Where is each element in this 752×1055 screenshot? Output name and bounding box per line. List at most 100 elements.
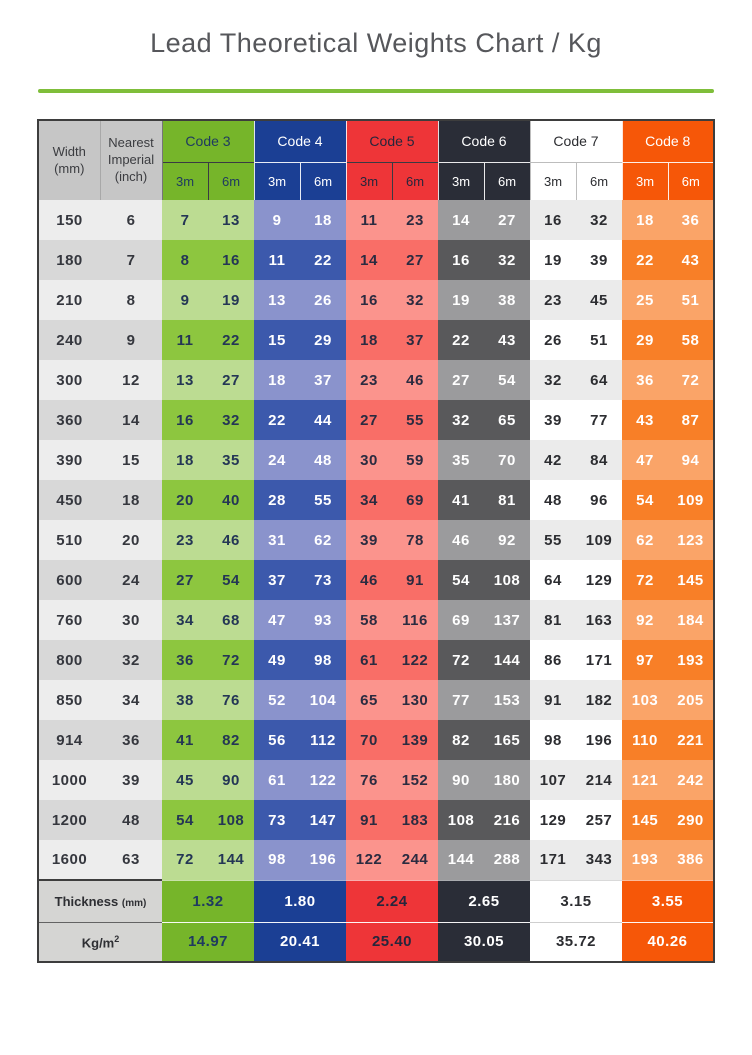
weight-cell: 65 xyxy=(346,680,392,720)
weight-cell: 81 xyxy=(530,600,576,640)
weight-cell: 51 xyxy=(668,280,714,320)
weight-cell: 7 xyxy=(162,200,208,240)
accent-rule xyxy=(38,89,714,93)
weight-cell: 91 xyxy=(392,560,438,600)
imperial-cell: 20 xyxy=(100,520,162,560)
weight-cell: 72 xyxy=(208,640,254,680)
kg-per-m2-sup: 2 xyxy=(114,933,120,944)
weight-cell: 42 xyxy=(530,440,576,480)
weight-cell: 18 xyxy=(346,320,392,360)
code-4-6m-header: 6m xyxy=(299,161,346,200)
table-row: 800 32 36 72 49 98 61 122 72 144 86 171 97 193 xyxy=(38,640,714,680)
weight-cell: 96 xyxy=(576,480,622,520)
weight-cell: 91 xyxy=(346,800,392,840)
width-cell: 150 xyxy=(38,200,100,240)
weight-cell: 24 xyxy=(254,440,300,480)
table-row: 1600 63 72 144 98 196 122 244 144 288 171 343 193 386 xyxy=(38,840,714,880)
weight-cell: 16 xyxy=(438,240,484,280)
code-7-header: Code 7 xyxy=(529,120,622,162)
code-5-6m-header: 6m xyxy=(391,161,438,200)
weight-cell: 54 xyxy=(162,800,208,840)
weight-cell: 14 xyxy=(438,200,484,240)
width-cell: 914 xyxy=(38,720,100,760)
weight-cell: 116 xyxy=(392,600,438,640)
weight-cell: 72 xyxy=(438,640,484,680)
weight-cell: 29 xyxy=(300,320,346,360)
kg-per-m2-label: Kg/m xyxy=(81,934,115,950)
table-row: 360 14 16 32 22 44 27 55 32 65 39 77 43 87 xyxy=(38,400,714,440)
weight-cell: 90 xyxy=(208,760,254,800)
weight-cell: 122 xyxy=(346,840,392,880)
weight-cell: 73 xyxy=(254,800,300,840)
table-row: 914 36 41 82 56 112 70 139 82 165 98 196 110 221 xyxy=(38,720,714,760)
width-cell: 240 xyxy=(38,320,100,360)
weight-cell: 18 xyxy=(254,360,300,400)
weight-cell: 129 xyxy=(576,560,622,600)
weight-cell: 27 xyxy=(346,400,392,440)
weight-cell: 27 xyxy=(438,360,484,400)
weight-cell: 73 xyxy=(300,560,346,600)
weight-cell: 16 xyxy=(208,240,254,280)
weight-cell: 183 xyxy=(392,800,438,840)
weight-cell: 26 xyxy=(300,280,346,320)
weight-cell: 55 xyxy=(300,480,346,520)
weight-cell: 65 xyxy=(484,400,530,440)
weight-cell: 78 xyxy=(392,520,438,560)
weight-cell: 58 xyxy=(668,320,714,360)
weight-cell: 46 xyxy=(392,360,438,400)
weight-cell: 36 xyxy=(668,200,714,240)
imperial-cell: 36 xyxy=(100,720,162,760)
width-cell: 1200 xyxy=(38,800,100,840)
weight-cell: 54 xyxy=(438,560,484,600)
thickness-value-code4: 1.80 xyxy=(254,879,346,922)
imperial-cell: 6 xyxy=(100,200,162,240)
weight-cell: 27 xyxy=(162,560,208,600)
weight-cell: 130 xyxy=(392,680,438,720)
weight-cell: 109 xyxy=(576,520,622,560)
weight-cell: 22 xyxy=(438,320,484,360)
weight-cell: 55 xyxy=(530,520,576,560)
weight-cell: 46 xyxy=(438,520,484,560)
weight-cell: 18 xyxy=(162,440,208,480)
code-8-header: Code 8 xyxy=(621,120,714,162)
weight-cell: 145 xyxy=(668,560,714,600)
weight-cell: 110 xyxy=(622,720,668,760)
table-row: 210 8 9 19 13 26 16 32 19 38 23 45 25 51 xyxy=(38,280,714,320)
kg-value-code3: 14.97 xyxy=(162,921,254,962)
weight-cell: 52 xyxy=(254,680,300,720)
weight-cell: 91 xyxy=(530,680,576,720)
weight-cell: 163 xyxy=(576,600,622,640)
thickness-value-code7: 3.15 xyxy=(530,879,622,922)
weight-cell: 196 xyxy=(576,720,622,760)
weight-cell: 216 xyxy=(484,800,530,840)
weight-cell: 8 xyxy=(162,240,208,280)
weight-cell: 61 xyxy=(346,640,392,680)
weight-cell: 35 xyxy=(438,440,484,480)
weight-cell: 193 xyxy=(622,840,668,880)
weight-cell: 64 xyxy=(530,560,576,600)
imperial-cell: 32 xyxy=(100,640,162,680)
weight-cell: 97 xyxy=(622,640,668,680)
imperial-header-line2: Imperial xyxy=(107,152,155,168)
weight-cell: 39 xyxy=(576,240,622,280)
weight-cell: 19 xyxy=(208,280,254,320)
weight-cell: 104 xyxy=(300,680,346,720)
code-8-6m-header: 6m xyxy=(667,161,714,200)
weight-cell: 121 xyxy=(622,760,668,800)
weight-cell: 32 xyxy=(530,360,576,400)
weight-cell: 9 xyxy=(162,280,208,320)
weight-cell: 82 xyxy=(208,720,254,760)
weight-cell: 23 xyxy=(162,520,208,560)
weight-cell: 94 xyxy=(668,440,714,480)
weight-cell: 72 xyxy=(622,560,668,600)
imperial-cell: 14 xyxy=(100,400,162,440)
width-cell: 360 xyxy=(38,400,100,440)
weight-cell: 29 xyxy=(622,320,668,360)
imperial-cell: 34 xyxy=(100,680,162,720)
weight-cell: 43 xyxy=(484,320,530,360)
weight-cell: 32 xyxy=(438,400,484,440)
imperial-header-line1: Nearest xyxy=(108,135,154,151)
kg-value-code8: 40.26 xyxy=(622,921,714,962)
weight-cell: 34 xyxy=(346,480,392,520)
weight-cell: 22 xyxy=(300,240,346,280)
